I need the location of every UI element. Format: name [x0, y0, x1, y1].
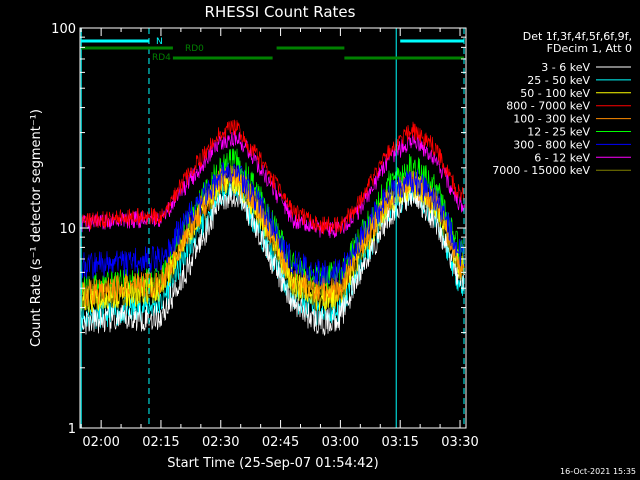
- legend-label: 6 - 12 keV: [534, 151, 590, 164]
- x-tick-label: 02:15: [142, 435, 179, 450]
- data-series-group: [80, 119, 465, 336]
- legend-label: 12 - 25 keV: [527, 126, 590, 139]
- series-line-300-800-kevkev: [80, 162, 465, 286]
- y-axis-label: Count Rate (s⁻¹ detector segment⁻¹): [29, 109, 44, 347]
- flag-label-n: N: [156, 37, 163, 47]
- legend-label: 300 - 800 keV: [513, 138, 590, 151]
- x-axis-ticks: 02:00 02:15 02:30 02:45 03:00 03:15 03:30: [80, 28, 479, 450]
- y-axis-ticks: 1 10 100: [51, 22, 466, 437]
- x-tick-label: 03:00: [322, 435, 359, 450]
- x-tick-label: 02:30: [202, 435, 239, 450]
- x-tick-label: 02:45: [262, 435, 299, 450]
- flag-label-rd0: RD0: [185, 44, 204, 54]
- series-line-6-12-kevkev: [80, 129, 465, 239]
- x-tick-label: 03:30: [441, 435, 478, 450]
- x-tick-label: 02:00: [82, 435, 119, 450]
- series-line-800-7000-kevkev: [80, 119, 465, 235]
- series-line-3-6-kevkev: [80, 182, 465, 336]
- legend-label: 25 - 50 keV: [527, 74, 590, 87]
- legend-label: 3 - 6 keV: [541, 61, 590, 74]
- legend-header-line-1: Det 1f,3f,4f,5f,6f,9f,: [523, 30, 632, 43]
- flag-bars-group: N RD0 RD4: [81, 37, 465, 63]
- date-stamp: 16-Oct-2021 15:35: [560, 467, 636, 476]
- legend-label: 100 - 300 keV: [513, 113, 590, 126]
- chart-title: RHESSI Count Rates: [205, 3, 356, 21]
- x-tick-label: 03:15: [381, 435, 418, 450]
- legend-label: 7000 - 15000 keV: [492, 164, 590, 177]
- y-tick-label: 100: [51, 22, 76, 37]
- flag-label-rd4: RD4: [152, 53, 171, 63]
- legend-label: 50 - 100 keV: [520, 87, 590, 100]
- y-tick-label: 1: [68, 422, 76, 437]
- legend: Det 1f,3f,4f,5f,6f,9f, FDecim 1, Att 0 3…: [492, 30, 632, 177]
- legend-label: 800 - 7000 keV: [506, 100, 590, 113]
- legend-header-line-2: FDecim 1, Att 0: [547, 42, 632, 55]
- x-axis-label: Start Time (25-Sep-07 01:54:42): [167, 456, 378, 471]
- y-tick-label: 10: [59, 222, 76, 237]
